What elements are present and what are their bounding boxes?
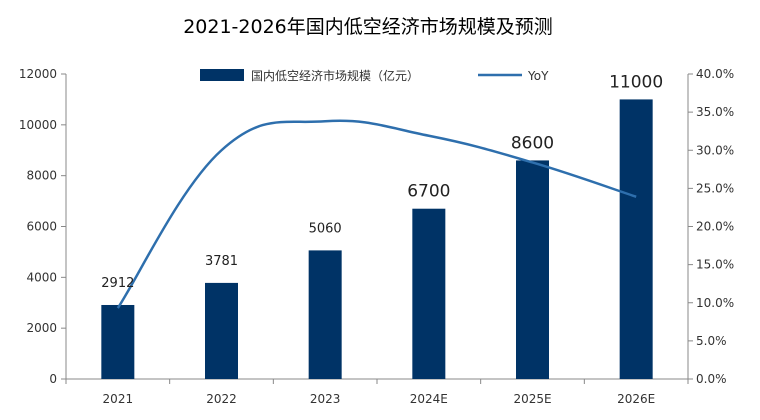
y-tick-label-right: 20.0% bbox=[696, 220, 734, 234]
bar-data-label: 8600 bbox=[511, 133, 554, 153]
legend-label-bar: 国内低空经济市场规模（亿元） bbox=[251, 68, 419, 83]
bars bbox=[101, 99, 653, 380]
y-tick-label-right: 30.0% bbox=[696, 143, 734, 157]
y-tick-label-right: 40.0% bbox=[696, 67, 734, 81]
bar bbox=[412, 208, 446, 379]
y-tick-label-left: 10000 bbox=[19, 118, 57, 132]
x-tick-label: 2023 bbox=[310, 392, 341, 406]
y-tick-label-right: 35.0% bbox=[696, 105, 734, 119]
bar bbox=[308, 250, 342, 379]
data-labels: 2912 3781 5060 6700 8600 11000 bbox=[101, 72, 663, 291]
y-tick-label-left: 0 bbox=[49, 372, 57, 386]
y-tick-label-left: 2000 bbox=[26, 321, 57, 335]
bar bbox=[619, 99, 653, 380]
axes: 0 2000 4000 6000 8000 10000 12000 0.0% 5.0% 10.0%… bbox=[19, 67, 734, 406]
bar-data-label: 6700 bbox=[407, 182, 450, 202]
bar bbox=[516, 160, 549, 379]
bar-data-label: 3781 bbox=[205, 254, 238, 269]
x-tick-label: 2022 bbox=[206, 392, 237, 406]
y-tick-label-right: 5.0% bbox=[696, 334, 727, 348]
chart-title: 2021-2026年国内低空经济市场规模及预测 bbox=[183, 16, 553, 38]
y-tick-label-left: 8000 bbox=[26, 169, 57, 183]
y-tick-label-left: 6000 bbox=[26, 220, 57, 234]
x-tick-label: 2026E bbox=[617, 392, 655, 406]
legend-swatch-bar bbox=[200, 69, 244, 81]
bar bbox=[205, 282, 238, 379]
legend-label-line: YoY bbox=[527, 69, 549, 83]
bar-data-label: 11000 bbox=[609, 72, 663, 92]
x-tick-label: 2025E bbox=[513, 392, 551, 406]
y-tick-label-right: 10.0% bbox=[696, 296, 734, 310]
bar-data-label: 2912 bbox=[101, 276, 134, 291]
y-tick-label-left: 4000 bbox=[26, 270, 57, 284]
y-tick-label-right: 0.0% bbox=[696, 372, 727, 386]
x-tick-label: 2024E bbox=[410, 392, 448, 406]
y-tick-label-right: 25.0% bbox=[696, 181, 734, 195]
y-tick-label-right: 15.0% bbox=[696, 258, 734, 272]
yoy-line-path bbox=[116, 119, 637, 309]
bar bbox=[101, 304, 135, 379]
yoy-line bbox=[116, 119, 637, 309]
legend: 国内低空经济市场规模（亿元） YoY bbox=[200, 68, 549, 83]
y-tick-label-left: 12000 bbox=[19, 67, 57, 81]
bar-data-label: 5060 bbox=[309, 221, 342, 236]
x-tick-label: 2021 bbox=[103, 392, 134, 406]
